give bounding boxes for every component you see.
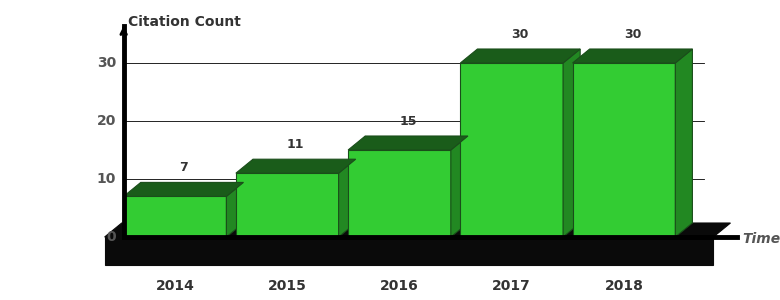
Polygon shape [124, 196, 226, 237]
Polygon shape [124, 182, 243, 197]
Text: 20: 20 [97, 114, 116, 128]
Polygon shape [451, 136, 468, 237]
Polygon shape [105, 223, 730, 237]
Text: 30: 30 [624, 28, 641, 41]
Polygon shape [573, 49, 693, 63]
Text: 0: 0 [106, 230, 116, 244]
Text: 2014: 2014 [155, 279, 194, 293]
Text: 2018: 2018 [604, 279, 644, 293]
Polygon shape [460, 63, 563, 237]
Polygon shape [573, 63, 675, 237]
Polygon shape [236, 173, 339, 237]
Polygon shape [226, 182, 243, 237]
Text: 2015: 2015 [268, 279, 307, 293]
Polygon shape [563, 49, 580, 237]
Text: Citation Count: Citation Count [129, 15, 241, 29]
Text: 30: 30 [512, 28, 529, 41]
Text: 30: 30 [97, 56, 116, 70]
Text: 7: 7 [179, 161, 188, 174]
Polygon shape [348, 136, 468, 150]
Text: 2017: 2017 [492, 279, 531, 293]
Text: Time: Time [742, 232, 780, 246]
Polygon shape [339, 159, 356, 237]
Text: 10: 10 [97, 172, 116, 186]
Polygon shape [236, 159, 356, 173]
Polygon shape [675, 49, 693, 237]
Text: 2016: 2016 [380, 279, 419, 293]
Polygon shape [460, 49, 580, 63]
Polygon shape [348, 150, 451, 237]
Text: 11: 11 [287, 138, 304, 151]
Polygon shape [105, 237, 714, 265]
Text: 15: 15 [399, 115, 417, 128]
